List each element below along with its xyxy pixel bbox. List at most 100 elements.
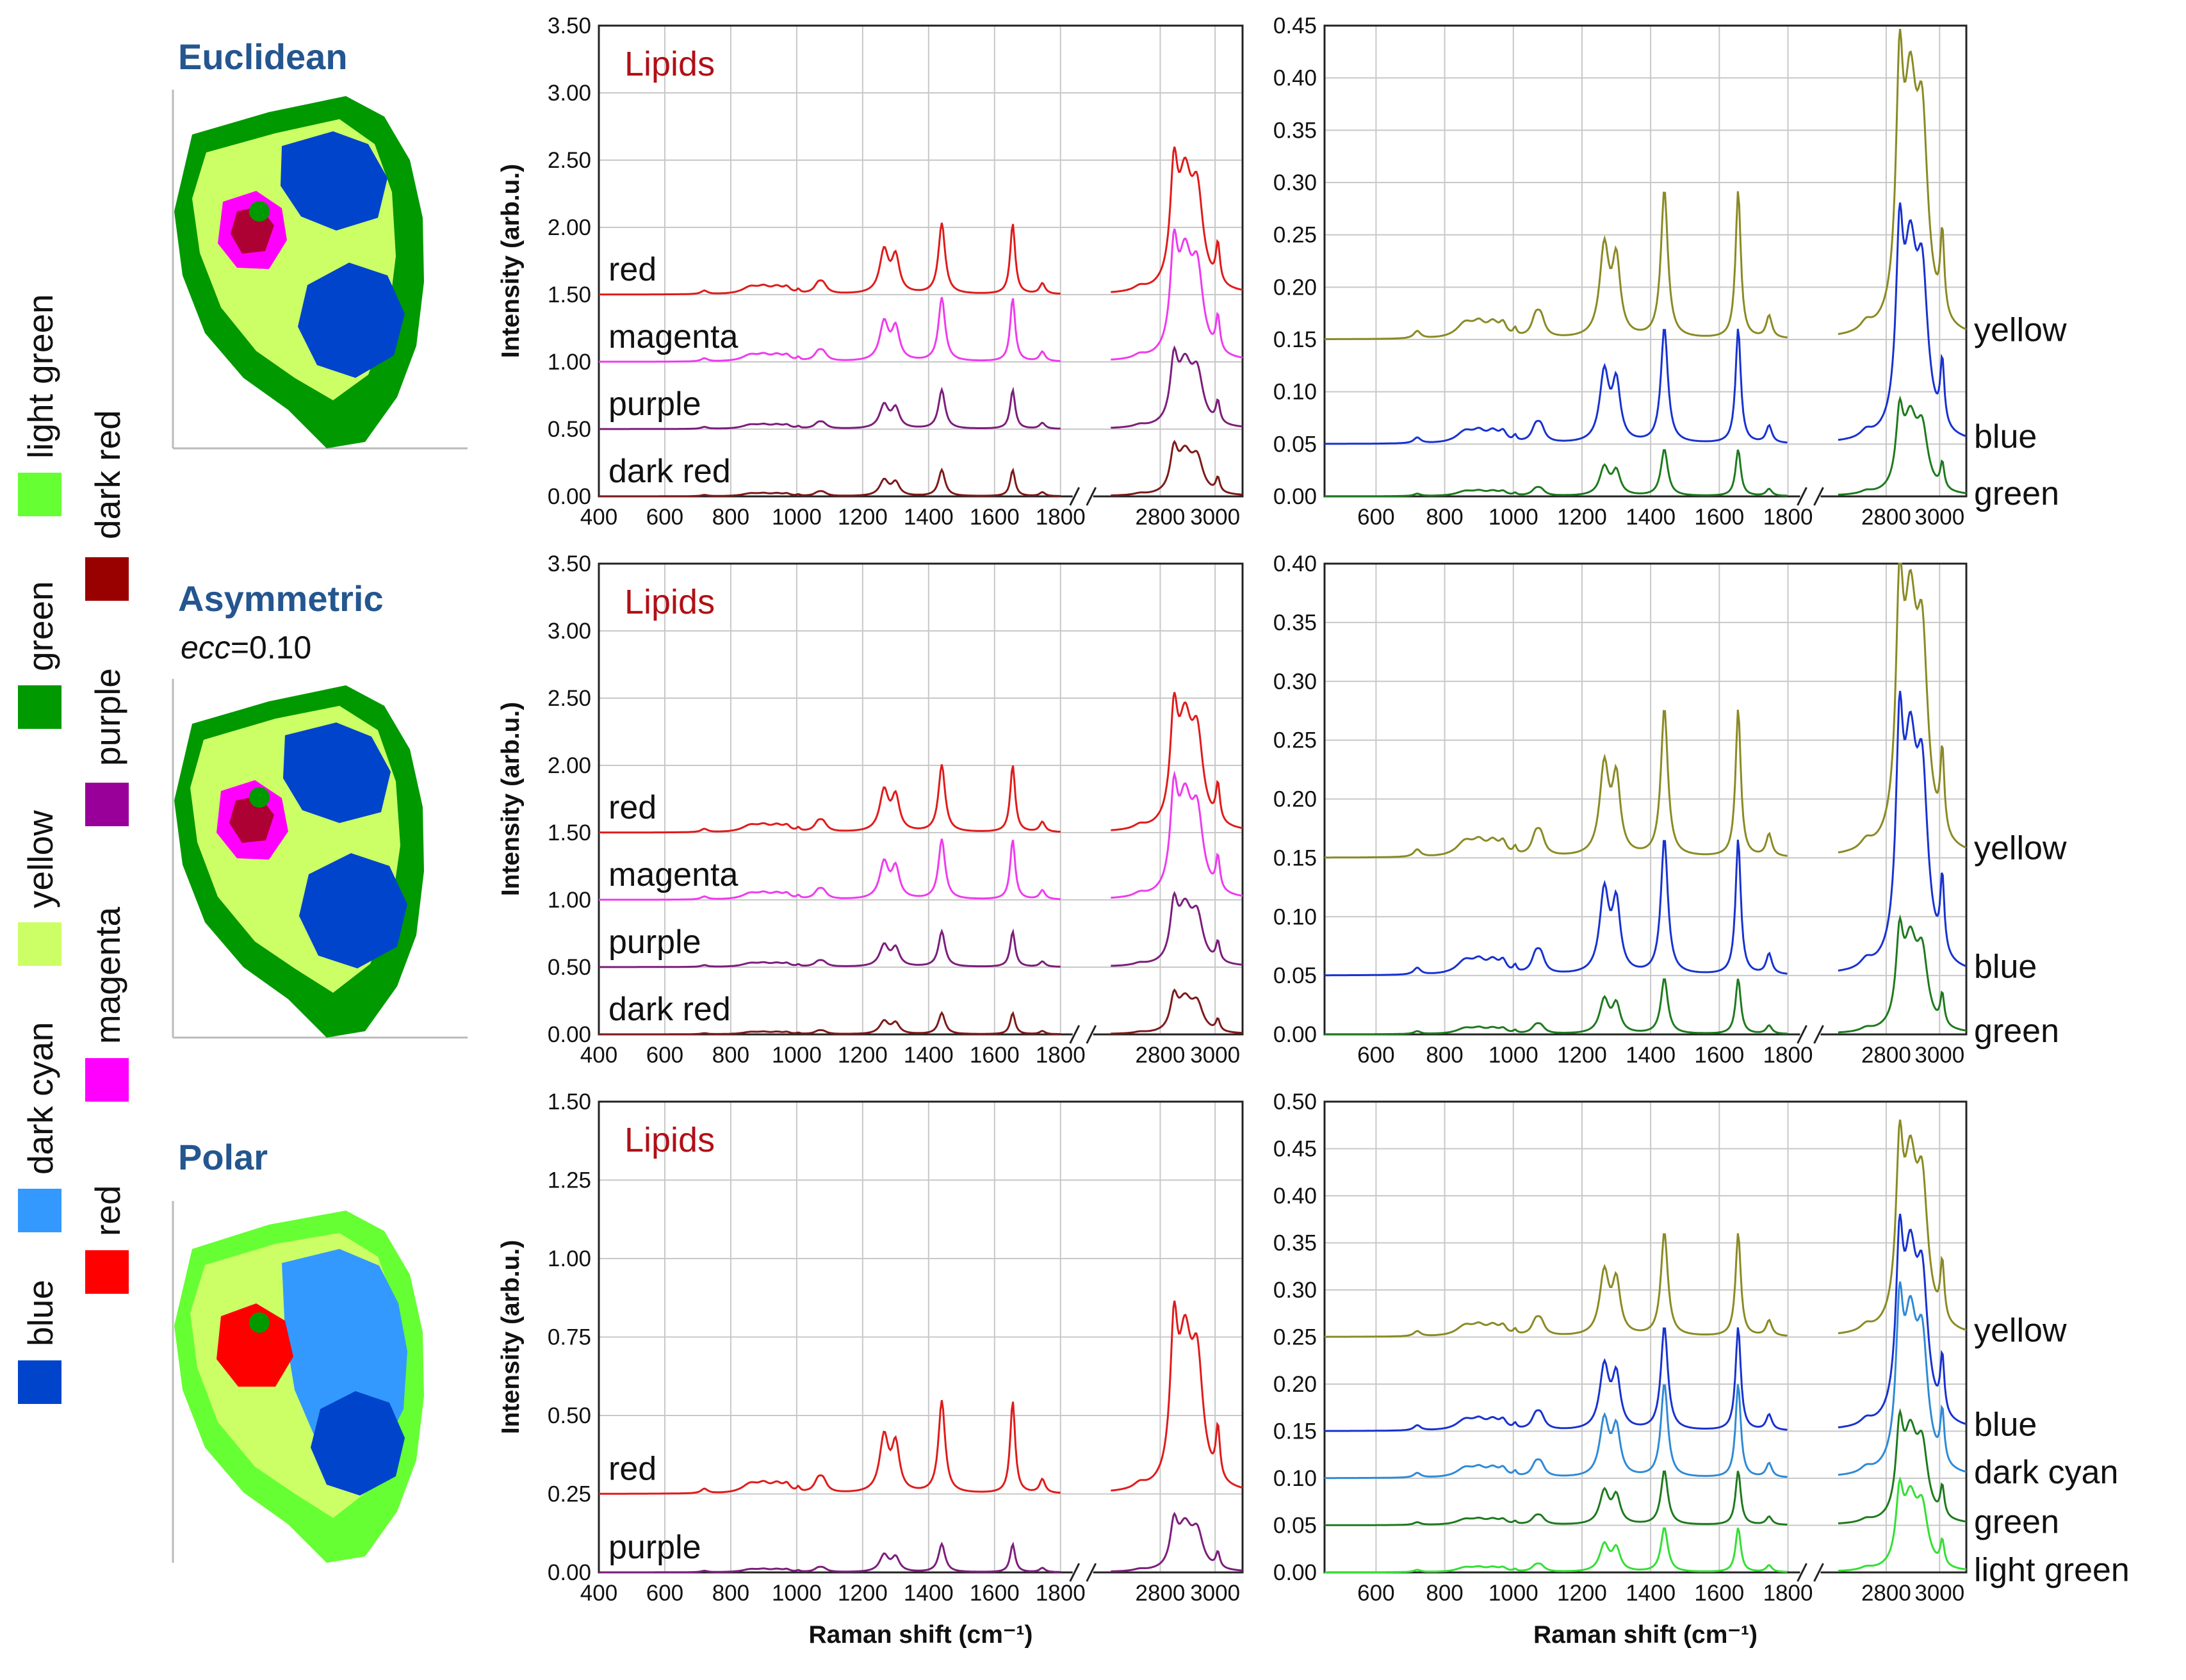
chart-0: 400 600 800 1000 1200 1400 1600 1800 2800 3000 0.0…: [497, 13, 1244, 530]
series-line-red: [1111, 1300, 1243, 1492]
x-tick-label: 1200: [838, 1043, 888, 1068]
y-tick-label: 0.25: [1273, 1325, 1317, 1350]
axis-break-mark: [1797, 487, 1807, 506]
axis-break-mask: [1072, 1029, 1093, 1040]
legend-swatch-red: [85, 1250, 129, 1294]
axis-break-mark: [1086, 1563, 1097, 1582]
x-tick-label: 1400: [1626, 505, 1676, 530]
axis-break-mark: [1797, 1025, 1807, 1044]
x-tick-label: 1800: [1036, 505, 1086, 530]
series-label: green: [1974, 1504, 2059, 1541]
y-tick-label: 1.00: [548, 1246, 591, 1271]
series-line-dark-red: [599, 468, 1061, 498]
series-line-light-green: [1325, 1527, 1788, 1574]
axis-break-mark: [1813, 1025, 1824, 1044]
x-tick-label: 1800: [1763, 505, 1813, 530]
y-tick-label: 3.50: [548, 13, 591, 38]
series-line-yellow: [1325, 1233, 1788, 1338]
panel-title-lipids: Lipids: [624, 45, 715, 83]
cell-region-red: [216, 1303, 293, 1387]
y-tick-label: 0.00: [548, 484, 591, 509]
series-label: blue: [1974, 418, 2037, 455]
legend-label-magenta: magenta: [88, 907, 127, 1044]
legend-label-green: green: [20, 581, 60, 671]
series-line-red: [599, 222, 1061, 296]
y-tick-label: 0.10: [1273, 904, 1317, 929]
y-tick-label: 0.50: [1273, 1089, 1317, 1114]
plot-frame: [598, 24, 1244, 498]
y-tick-label: 2.50: [548, 686, 591, 711]
series-line-yellow: [1325, 709, 1788, 859]
series-line-dark-cyan: [1325, 1384, 1788, 1480]
series-label: dark red: [608, 991, 731, 1028]
series-label: magenta: [608, 856, 738, 893]
axis-break-mask: [1072, 491, 1093, 502]
y-tick-label: 0.50: [548, 417, 591, 442]
x-tick-label: 1800: [1763, 1043, 1813, 1068]
y-tick-label: 1.25: [548, 1168, 591, 1193]
cluster-map-polar: Polar: [172, 1137, 424, 1563]
cell-region-green-spot: [249, 201, 270, 222]
cell-region-green-spot: [249, 1312, 270, 1333]
x-tick-label: 1400: [1626, 1581, 1676, 1606]
x-tick-label: 3000: [1914, 505, 1964, 530]
x-axis-title: Raman shift (cm⁻¹): [1533, 1621, 1758, 1649]
y-tick-label: 2.50: [548, 148, 591, 173]
series-line-yellow: [1838, 29, 1967, 336]
y-tick-label: 0.25: [1273, 728, 1317, 753]
x-tick-label: 1800: [1763, 1581, 1813, 1606]
x-tick-label: 800: [1426, 1043, 1463, 1068]
x-tick-label: 3000: [1190, 1581, 1240, 1606]
x-tick-label: 400: [580, 1581, 617, 1606]
legend-label-yellow: yellow: [20, 810, 60, 908]
x-tick-label: 1200: [838, 1581, 888, 1606]
y-tick-label: 0.15: [1273, 845, 1317, 870]
series-line-purple: [599, 928, 1061, 968]
x-tick-label: 800: [1426, 505, 1463, 530]
y-tick-label: 1.50: [548, 282, 591, 307]
x-tick-label: 3000: [1190, 505, 1240, 530]
x-tick-label: 600: [1357, 1043, 1394, 1068]
chart-2: 400 600 800 1000 1200 1400 1600 1800 2800 3000 0.0…: [497, 551, 1244, 1068]
series-line-yellow: [1838, 562, 1967, 854]
series-label: blue: [1974, 1406, 2037, 1443]
y-tick-label: 0.30: [1273, 669, 1317, 694]
series-line-green: [1325, 1471, 1788, 1526]
series-line-magenta: [599, 838, 1061, 901]
y-tick-label: 0.15: [1273, 1419, 1317, 1444]
x-tick-label: 800: [712, 505, 749, 530]
x-tick-label: 1200: [1557, 505, 1607, 530]
series-line-magenta: [1111, 770, 1243, 899]
y-tick-label: 0.75: [548, 1325, 591, 1350]
x-tick-label: 1800: [1036, 1581, 1086, 1606]
x-tick-label: 1600: [1694, 505, 1744, 530]
y-tick-label: 0.30: [1273, 170, 1317, 195]
series-line-yellow: [1325, 191, 1788, 340]
y-tick-label: 0.00: [548, 1022, 591, 1047]
y-tick-label: 0.20: [1273, 275, 1317, 300]
axis-break-mark: [1069, 1563, 1081, 1582]
legend-swatch-dark-red: [85, 557, 129, 601]
axis-break-mark: [1069, 487, 1081, 506]
chart-1: 600 800 1000 1200 1400 1600 1800 2800 3000 0.00 0.…: [1273, 13, 2067, 530]
y-tick-label: 1.00: [548, 350, 591, 375]
cell-region-blue: [311, 1391, 405, 1496]
x-tick-label: 1600: [970, 1581, 1020, 1606]
axis-break-mask: [1072, 1567, 1093, 1578]
x-tick-label: 1000: [772, 1581, 822, 1606]
y-tick-label: 0.35: [1273, 118, 1317, 143]
series-line-blue: [1838, 1213, 1967, 1429]
x-tick-label: 800: [712, 1043, 749, 1068]
x-tick-label: 1600: [970, 505, 1020, 530]
axis-break-mark: [1086, 487, 1097, 506]
x-tick-label: 800: [712, 1581, 749, 1606]
x-tick-label: 1000: [772, 505, 822, 530]
axis-break-mask: [1800, 491, 1821, 502]
series-line-green: [1325, 978, 1788, 1036]
x-tick-label: 1200: [838, 505, 888, 530]
x-tick-label: 1000: [1489, 1043, 1538, 1068]
y-tick-label: 3.00: [548, 619, 591, 644]
series-line-blue: [1324, 329, 1788, 445]
y-tick-label: 0.30: [1273, 1278, 1317, 1303]
plot-frame: [1323, 562, 1968, 1036]
